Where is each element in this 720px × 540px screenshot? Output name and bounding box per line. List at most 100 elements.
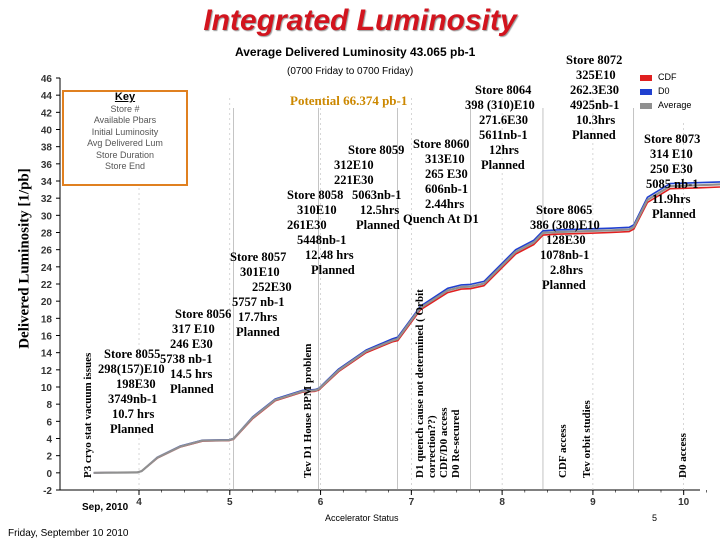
- ann-line: 312E10: [334, 158, 374, 172]
- key-line: Initial Luminosity: [91, 126, 159, 137]
- key-line: Store #: [110, 103, 140, 114]
- ann-line: Store 8073: [644, 132, 701, 146]
- y-tick-label: 38: [41, 143, 53, 154]
- ann-line: Store 8064: [475, 83, 532, 97]
- ann-line: 250 E30: [650, 162, 693, 176]
- ann-line: Planned: [236, 325, 280, 339]
- ann-line: 271.6E30: [479, 113, 528, 127]
- ann-line: 2.8hrs: [550, 263, 583, 277]
- y-tick-label: 8: [46, 400, 52, 411]
- subtitle-text: Average Delivered Luminosity 43.065 pb-1: [235, 45, 476, 59]
- ann-line: 298(157)E10: [98, 362, 165, 376]
- annotation-store-8060: Store 8060 313E10 265 E30 606nb-1 2.44hr…: [403, 137, 479, 227]
- ann-line: 10.3hrs: [576, 113, 616, 127]
- x-tick-label: 9: [590, 497, 596, 508]
- y-tick-label: 26: [41, 246, 53, 257]
- ann-line: 252E30: [252, 280, 292, 294]
- x-tick-label: 7: [409, 497, 415, 508]
- x-tick-label: 10: [678, 497, 690, 508]
- ann-line: 310E10: [297, 203, 337, 217]
- ann-line: Planned: [110, 422, 154, 436]
- ann-line: 5085 nb-1: [646, 177, 699, 191]
- annotation-store-8073: Store 8073 314 E10 250 E30 5085 nb-1 11.…: [644, 132, 700, 222]
- ann-line: 246 E30: [170, 337, 213, 351]
- page-title: Integrated Luminosity: [203, 4, 517, 37]
- ann-line: Store 8057: [230, 250, 287, 264]
- key-line: Store Duration: [95, 149, 155, 160]
- ann-line: Planned: [356, 218, 400, 232]
- y-tick-label: 42: [41, 108, 53, 119]
- ann-line: 1078nb-1: [540, 248, 590, 262]
- legend-item-d0: D0: [640, 84, 716, 98]
- note-cdf-access: CDF access: [557, 424, 569, 478]
- annotation-store-8064: Store 8064 398 (310)E10 271.6E30 5611nb-…: [465, 83, 535, 173]
- note-d1-quench: D1 quench cause not determined ( Orbit: [414, 289, 426, 478]
- page-number: 5: [652, 513, 658, 523]
- y-tick-label: -2: [43, 486, 52, 497]
- chart-ticks: -202468101214161820222426283032343638404…: [41, 74, 707, 508]
- y-tick-label: 0: [46, 469, 52, 480]
- ann-line: 261E30: [287, 218, 327, 232]
- note-d0-resecured: D0 Re-secured: [450, 409, 462, 478]
- footer-date: Friday, September 10 2010: [8, 528, 129, 539]
- x-tick-label: 4: [136, 497, 142, 508]
- annotation-store-8056-values: 317 E10 246 E30 5738 nb-1 14.5 hrs Plann…: [160, 322, 215, 397]
- ann-line: 12.48 hrs: [305, 248, 354, 262]
- annotation-store-8056: Store 8056 317 E10: [175, 307, 275, 337]
- ann-line: 5611nb-1: [479, 128, 528, 142]
- ann-line: Planned: [572, 128, 616, 142]
- ann-line: 128E30: [546, 233, 586, 247]
- chart-subtitle-time: (0700 Friday to 0700 Friday): [287, 66, 414, 77]
- annotation-store-8059: Store 8059 312E10 221E30 5063nb-1 12.5hr…: [334, 143, 404, 233]
- y-tick-label: 44: [41, 91, 53, 102]
- annotation-store-8057: Store 8057 301E10 252E30 5757 nb-1 17.7h…: [230, 250, 292, 340]
- ann-line: 325E10: [576, 68, 616, 82]
- ann-line: 301E10: [240, 265, 280, 279]
- legend-label: Average: [658, 100, 692, 110]
- ann-line: Planned: [170, 382, 214, 396]
- ann-line: Quench At D1: [403, 212, 479, 226]
- key-line: Store End: [104, 161, 146, 171]
- series-line-average: [93, 183, 720, 474]
- chart-subtitle: Average Delivered Luminosity 43.065 pb-1: [235, 45, 475, 59]
- potential-luminosity: Potential 66.374 pb-1: [290, 93, 408, 108]
- ann-line: Store 8072: [566, 53, 623, 67]
- x-tick-label: 5: [227, 497, 233, 508]
- y-tick-label: 40: [41, 126, 53, 137]
- y-tick-label: 22: [41, 280, 53, 291]
- ann-line: 17.7hrs: [238, 310, 278, 324]
- ann-line: 221E30: [334, 173, 374, 187]
- annotation-store-8058: Store 8058 310E10 261E30 5448nb-1 12.48 …: [287, 188, 355, 278]
- chart-series: [93, 181, 720, 474]
- y-tick-label: 6: [46, 417, 52, 428]
- ann-line: Planned: [652, 207, 696, 221]
- annotation-store-8065: Store 8065 386 (308)E10 128E30 1078nb-1 …: [530, 203, 600, 293]
- annotation-store-8055: Store 8055 298(157)E10 198E30 3749nb-1 1…: [98, 347, 165, 437]
- key-title: Key: [114, 91, 136, 103]
- legend-swatch-d0: [640, 88, 652, 95]
- y-tick-label: 32: [41, 194, 53, 205]
- store-separator-lines: [138, 98, 684, 490]
- ann-line: Planned: [481, 158, 525, 172]
- chart-legend: CDF D0 Average: [640, 70, 716, 120]
- ann-line: 5448nb-1: [297, 233, 347, 247]
- ann-line: 606nb-1: [425, 182, 469, 196]
- y-tick-label: 36: [41, 160, 53, 171]
- legend-item-average: Average: [640, 98, 716, 112]
- legend-label: CDF: [658, 72, 677, 82]
- ann-line: Store 8058: [287, 188, 344, 202]
- legend-swatch-cdf: [640, 74, 652, 81]
- key-line: Available Pbars: [93, 115, 157, 125]
- x-tick-label: 8: [499, 497, 505, 508]
- y-tick-label: 28: [41, 229, 53, 240]
- legend-label: D0: [658, 86, 670, 96]
- ann-line: 4925nb-1: [570, 98, 620, 112]
- ann-line: 10.7 hrs: [112, 407, 155, 421]
- y-tick-label: 12: [41, 366, 53, 377]
- ann-line: 11.9hrs: [652, 192, 691, 206]
- note-p3-cryo: P3 cryo stat vacuum issues: [82, 352, 94, 478]
- ann-line: 3749nb-1: [108, 392, 158, 406]
- note-tev-orbit: Tev orbit studies: [581, 400, 593, 478]
- y-tick-label: 18: [41, 314, 53, 325]
